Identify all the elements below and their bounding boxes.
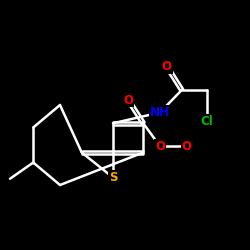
Text: O: O bbox=[162, 60, 172, 73]
Text: O: O bbox=[182, 140, 192, 153]
Text: Cl: Cl bbox=[200, 115, 213, 128]
Text: O: O bbox=[155, 140, 165, 153]
Text: O: O bbox=[123, 94, 133, 106]
Text: NH: NH bbox=[150, 106, 170, 119]
Text: S: S bbox=[109, 171, 117, 184]
